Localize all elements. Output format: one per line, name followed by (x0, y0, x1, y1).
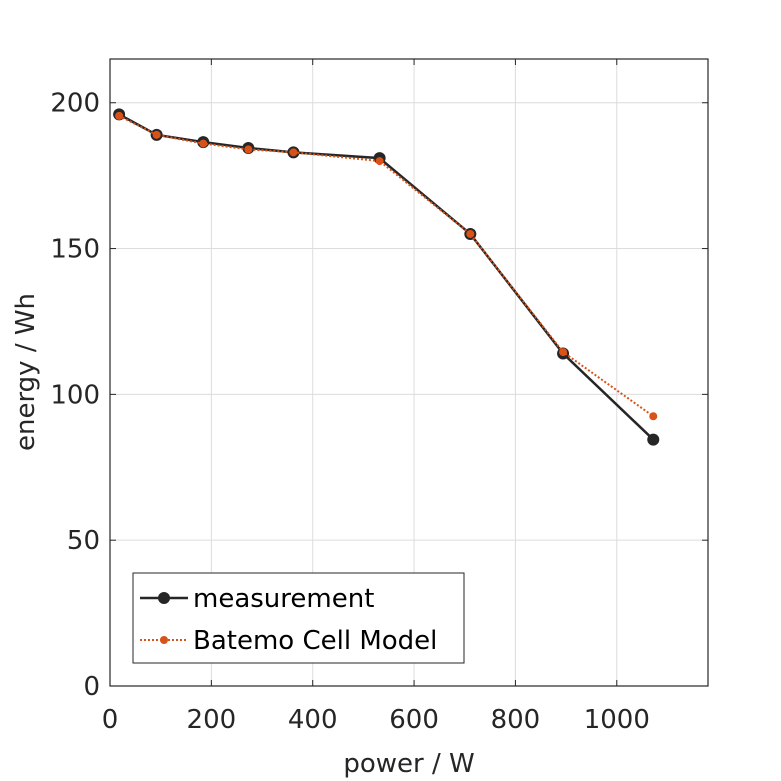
legend-label-batemo: Batemo Cell Model (193, 626, 437, 656)
series-batemo-cell-model (115, 111, 658, 421)
y-tick-label: 200 (50, 89, 100, 119)
x-tick-label: 1000 (584, 705, 650, 735)
x-axis-label: power / W (343, 749, 474, 779)
legend: measurement Batemo Cell Model (132, 572, 465, 664)
data-point (289, 148, 298, 157)
series-layer (113, 108, 660, 446)
data-point (649, 412, 658, 421)
series-measurement (113, 108, 660, 446)
series-line (118, 113, 655, 441)
x-tick-label: 200 (187, 705, 237, 735)
data-point (199, 139, 208, 148)
y-axis-label: energy / Wh (11, 293, 41, 451)
data-point (647, 433, 660, 446)
series-line (118, 114, 654, 418)
y-tick-label: 0 (83, 672, 100, 702)
y-tick-label: 100 (50, 380, 100, 410)
axis-ticks: 0 200 400 600 800 1000 0 50 100 150 200 (50, 59, 708, 735)
y-tick-label: 150 (50, 235, 100, 265)
legend-box (132, 572, 465, 664)
data-point (375, 157, 384, 166)
data-point (115, 111, 124, 120)
legend-label-measurement: measurement (193, 584, 374, 614)
x-tick-label: 0 (102, 705, 119, 735)
x-tick-label: 600 (389, 705, 439, 735)
data-point (244, 145, 253, 154)
x-tick-label: 800 (491, 705, 541, 735)
data-point (559, 348, 568, 357)
legend-entry-batemo: Batemo Cell Model (140, 626, 437, 656)
legend-marker-measurement (158, 592, 170, 604)
plot-frame (109, 58, 709, 687)
y-tick-label: 50 (67, 526, 100, 556)
legend-entry-measurement: measurement (140, 584, 374, 614)
legend-marker-batemo (160, 636, 168, 644)
data-point (466, 229, 475, 238)
x-tick-label: 400 (288, 705, 338, 735)
data-point (152, 130, 161, 139)
